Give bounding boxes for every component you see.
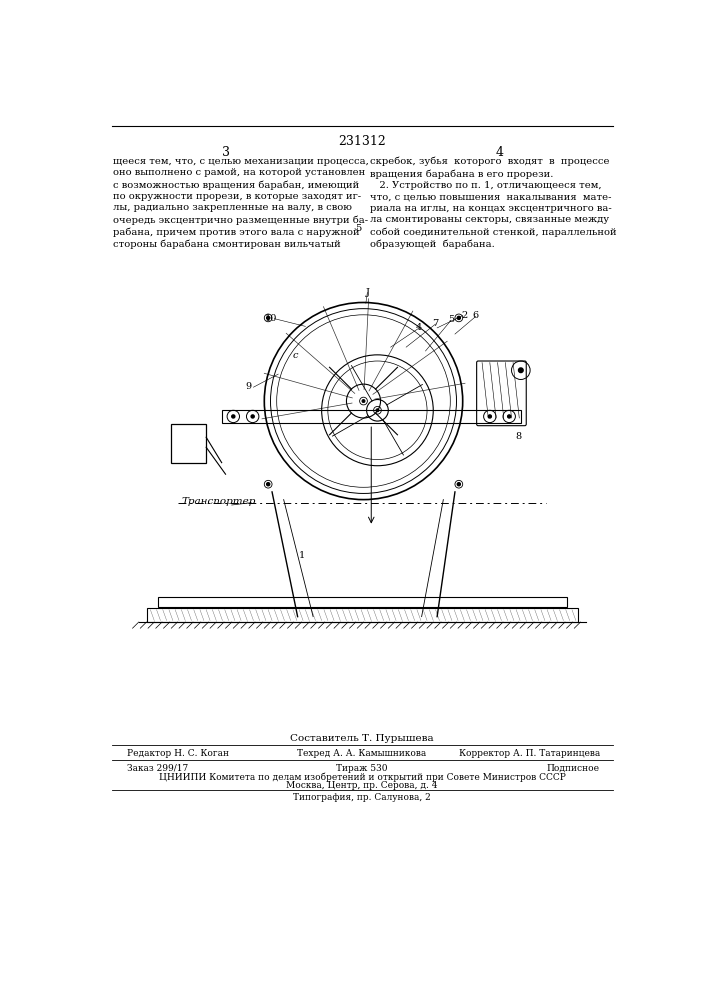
Text: Редактор Н. С. Коган: Редактор Н. С. Коган	[127, 749, 229, 758]
Text: 9: 9	[246, 382, 252, 391]
Text: 4: 4	[416, 323, 422, 332]
Text: 7: 7	[433, 319, 439, 328]
Text: Корректор А. П. Татаринцева: Корректор А. П. Татаринцева	[459, 749, 600, 758]
Text: Типография, пр. Салунова, 2: Типография, пр. Салунова, 2	[293, 793, 431, 802]
Text: 231312: 231312	[338, 135, 386, 148]
Circle shape	[267, 316, 270, 319]
Text: Заказ 299/17: Заказ 299/17	[127, 764, 188, 773]
Text: щееся тем, что, с целью механизации процесса,
оно выполнено с рамой, на которой : щееся тем, что, с целью механизации проц…	[113, 157, 369, 249]
Circle shape	[232, 415, 235, 418]
Text: 1: 1	[298, 551, 305, 560]
Text: 5: 5	[355, 224, 361, 233]
Circle shape	[267, 483, 270, 486]
Text: Техред А. А. Камышникова: Техред А. А. Камышникова	[298, 749, 426, 758]
Text: J: J	[366, 288, 369, 297]
Circle shape	[457, 316, 460, 319]
Circle shape	[362, 400, 365, 403]
Text: Москва, Центр, пр. Серова, д. 4: Москва, Центр, пр. Серова, д. 4	[286, 781, 438, 790]
Text: Составитель Т. Пурышева: Составитель Т. Пурышева	[290, 734, 434, 743]
Text: скребок, зубья  которого  входят  в  процессе
вращения барабана в его прорези.
 : скребок, зубья которого входят в процесс…	[370, 157, 617, 249]
Circle shape	[457, 483, 460, 486]
Circle shape	[251, 415, 255, 418]
Circle shape	[489, 415, 491, 418]
Bar	[222, 410, 521, 423]
Text: 4: 4	[495, 146, 503, 159]
Bar	[146, 608, 578, 622]
Circle shape	[508, 415, 510, 418]
Bar	[171, 424, 206, 463]
Text: 5: 5	[448, 315, 454, 324]
Text: 2: 2	[461, 311, 467, 320]
Circle shape	[518, 368, 523, 373]
Text: Подписное: Подписное	[547, 764, 600, 773]
Text: Тираж 530: Тираж 530	[337, 764, 387, 773]
Text: 6: 6	[473, 311, 479, 320]
Text: c: c	[293, 351, 298, 360]
Text: ЦНИИПИ Комитета по делам изобретений и открытий при Совете Министров СССР: ЦНИИПИ Комитета по делам изобретений и о…	[158, 773, 566, 782]
Text: 3: 3	[221, 146, 230, 159]
Text: 8: 8	[515, 432, 522, 441]
Text: Транспортер: Транспортер	[182, 497, 256, 506]
Text: 10: 10	[264, 314, 276, 323]
Circle shape	[376, 409, 379, 412]
Bar	[158, 597, 566, 607]
